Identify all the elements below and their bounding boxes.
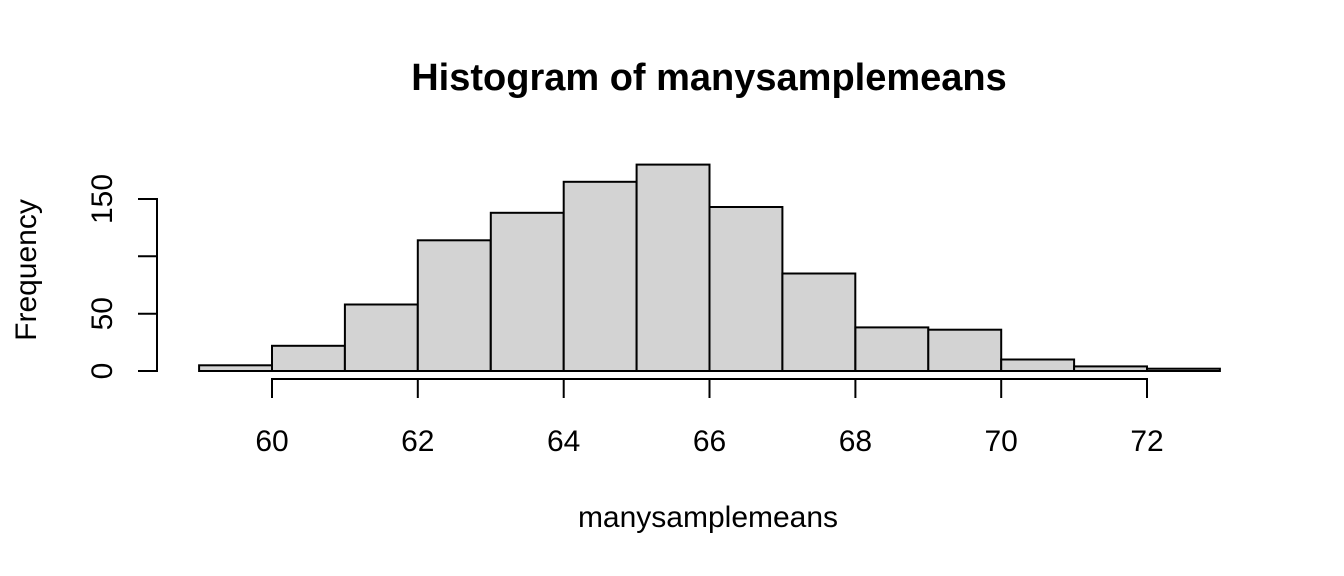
histogram-bar [927,328,1003,373]
histogram-bar [416,239,492,372]
histogram-bar [635,163,711,372]
x-tick-label: 62 [401,425,434,458]
histogram-bar [489,211,565,372]
histogram-bar [198,364,274,372]
histogram-bar [781,272,857,372]
bars-group [198,163,1221,373]
x-axis: 60 62 64 66 68 70 72 [255,378,1164,458]
x-tick-label: 66 [693,425,726,458]
y-axis-label: Frequency [10,199,43,341]
histogram-bar [1146,367,1221,373]
y-tick-label: 50 [86,297,119,330]
histogram-bar [562,180,638,372]
histogram-bar [708,206,784,372]
histogram-bar [854,326,930,372]
histogram-bar [1073,365,1148,372]
y-axis: 0 50 150 [86,174,158,380]
histogram-bar [271,344,346,372]
x-tick-label: 60 [255,425,288,458]
chart-title: Histogram of manysamplemeans [411,57,1007,99]
y-tick-label: 150 [86,174,119,224]
x-tick-label: 64 [547,425,580,458]
x-tick-label: 70 [985,425,1018,458]
histogram-bar [343,303,419,372]
x-tick-label: 68 [839,425,872,458]
x-tick-label: 72 [1130,425,1163,458]
histogram-bar [1000,358,1076,372]
y-tick-label: 0 [86,363,119,380]
x-axis-label: manysamplemeans [578,501,838,534]
